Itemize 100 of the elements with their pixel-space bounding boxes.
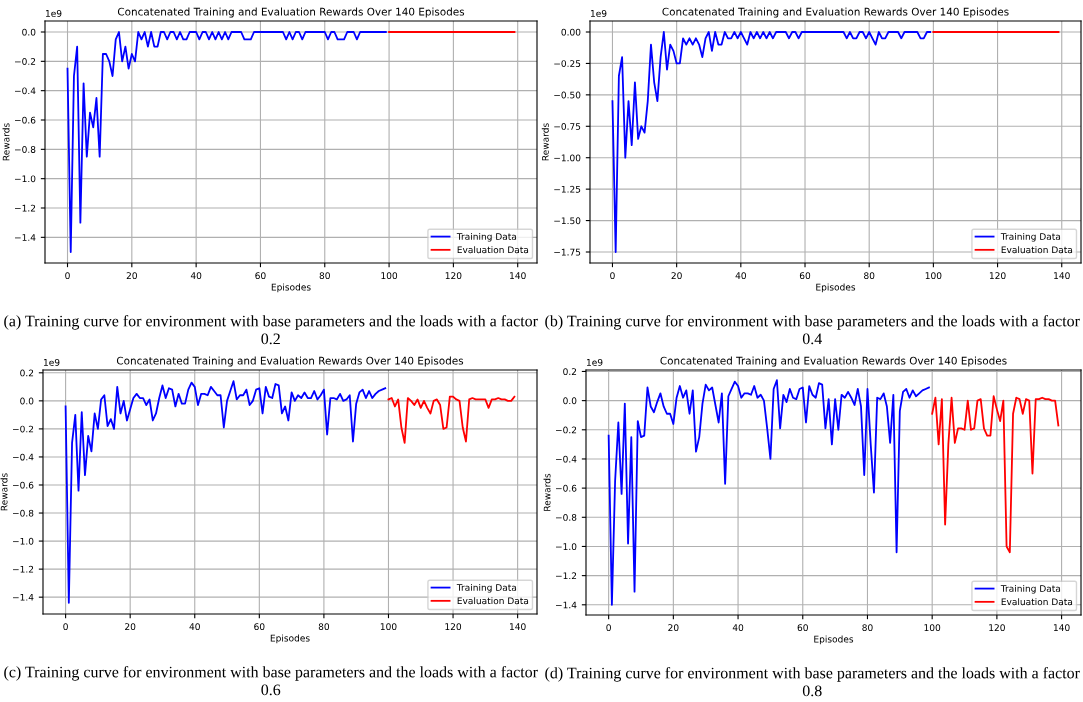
y-tick-label: −0.6 <box>15 116 36 124</box>
y-tick-label: −0.50 <box>554 91 581 99</box>
x-tick-label: 20 <box>671 272 682 280</box>
y-tick-label: −0.6 <box>13 481 34 489</box>
x-tick-label: 40 <box>732 624 744 632</box>
line-series <box>611 31 932 253</box>
x-tick-label: 60 <box>254 623 265 631</box>
x-tick-label: 100 <box>381 272 398 280</box>
line-series <box>387 395 516 444</box>
y-tick-label: −0.75 <box>554 123 581 130</box>
x-tick-label: 120 <box>989 624 1005 632</box>
y-tick-label: −1.00 <box>554 154 581 162</box>
y-tick-label: 0.00 <box>561 28 581 36</box>
y-tick-label: −1.25 <box>554 185 581 193</box>
text: (c) Training curve for environment with base parameters and the loads with a factor 0.6 <box>4 666 538 696</box>
legend-label: Training Data <box>1000 584 1061 594</box>
y-tick-label: −0.2 <box>556 426 577 434</box>
y-tick-label: 0.2 <box>20 369 34 377</box>
legend-label: Training Data <box>456 232 517 242</box>
text: (a) Training curve for environment with base parameters and the loads with a factor 0.2 <box>4 315 538 345</box>
y-tick-label: −0.4 <box>15 87 36 95</box>
x-tick-label: 80 <box>864 272 875 280</box>
text: 1e9 <box>586 358 603 366</box>
y-tick-label: −0.8 <box>556 514 577 521</box>
chart-title: Concatenated Training and Evaluation Rewards Over 140 Episodes <box>117 7 465 18</box>
y-tick-label: −0.4 <box>556 455 577 463</box>
x-tick-label: 80 <box>862 624 873 632</box>
y-tick-label: −1.2 <box>556 572 577 580</box>
x-tick-label: 140 <box>1053 624 1070 632</box>
y-tick-label: −1.50 <box>554 217 581 225</box>
x-tick-label: 100 <box>924 624 941 632</box>
y-tick-label: −0.8 <box>15 146 36 153</box>
x-axis-title: Episodes <box>816 283 856 293</box>
x-tick-label: 120 <box>989 272 1006 280</box>
legend-label: Evaluation Data <box>1001 598 1073 606</box>
x-tick-label: 80 <box>319 272 330 280</box>
line-series <box>931 395 1060 554</box>
line-series <box>64 380 387 604</box>
y-tick-label: 0.0 <box>20 397 34 405</box>
y-tick-label: −0.25 <box>554 60 581 67</box>
legend-label: Training Data <box>456 583 517 593</box>
y-tick-label: −0.8 <box>13 509 34 517</box>
text: 1e9 <box>590 10 607 17</box>
x-axis-title: Episodes <box>270 634 310 644</box>
y-tick-label: −1.0 <box>15 175 36 183</box>
y-axis-title: Rewards <box>2 123 10 161</box>
x-tick-label: 40 <box>190 272 202 280</box>
x-tick-label: 40 <box>735 272 746 280</box>
x-tick-label: 20 <box>668 624 679 632</box>
y-tick-label: 0.0 <box>22 28 36 36</box>
x-tick-label: 80 <box>318 623 330 631</box>
y-tick-label: −0.2 <box>13 425 34 433</box>
legend-label: Training Data <box>1000 232 1061 242</box>
x-tick-label: 60 <box>799 272 811 280</box>
legend-label: Evaluation Data <box>457 597 529 605</box>
x-tick-label: 0 <box>63 623 68 631</box>
y-axis-title: Rewards <box>541 123 549 161</box>
y-tick-label: −1.4 <box>15 234 36 241</box>
x-tick-label: 140 <box>510 623 526 631</box>
x-tick-label: 40 <box>189 623 200 631</box>
x-tick-label: 100 <box>925 272 942 280</box>
x-tick-label: 140 <box>1054 272 1070 280</box>
y-tick-label: −0.2 <box>15 58 36 65</box>
chart-title: Concatenated Training and Evaluation Rewards Over 140 Episodes <box>660 356 1007 367</box>
y-axis-title: Rewards <box>543 473 551 511</box>
x-axis-title: Episodes <box>271 283 311 293</box>
line-series <box>66 31 387 253</box>
x-tick-label: 20 <box>126 272 137 280</box>
y-tick-label: −1.0 <box>556 543 577 551</box>
x-tick-label: 20 <box>125 623 136 631</box>
x-tick-label: 60 <box>797 624 808 632</box>
x-tick-label: 0 <box>65 272 70 280</box>
chart-title: Concatenated Training and Evaluation Rewards Over 140 Episodes <box>662 7 1009 18</box>
x-tick-label: 60 <box>255 272 266 280</box>
y-tick-label: −1.4 <box>556 601 577 609</box>
y-tick-label: −1.4 <box>13 594 34 601</box>
x-axis-title: Episodes <box>814 635 854 645</box>
y-tick-label: −0.6 <box>556 484 577 492</box>
x-tick-label: 120 <box>445 623 462 631</box>
text: (b) Training curve for environment with base parameters and the loads with a factor 0.4 <box>545 315 1080 345</box>
line-series <box>607 379 930 606</box>
x-tick-label: 140 <box>510 272 526 280</box>
x-tick-label: 100 <box>380 623 397 631</box>
chart-title: Concatenated Training and Evaluation Rewards Over 140 Episodes <box>116 356 464 367</box>
y-axis-title: Rewards <box>0 473 8 511</box>
x-tick-label: 0 <box>610 272 615 280</box>
x-tick-label: 120 <box>445 272 462 280</box>
y-tick-label: −1.0 <box>13 537 34 545</box>
y-tick-label: 0.2 <box>563 368 577 376</box>
y-tick-label: −0.4 <box>13 453 34 461</box>
legend-label: Evaluation Data <box>1001 246 1073 254</box>
text: (d) Training curve for environment with base parameters and the loads with a factor 0.8 <box>545 667 1080 697</box>
y-tick-label: −1.2 <box>15 204 36 212</box>
y-tick-label: −1.2 <box>13 565 34 573</box>
y-tick-label: −1.75 <box>554 248 581 256</box>
x-tick-label: 0 <box>606 624 611 632</box>
text: 1e9 <box>45 10 62 17</box>
text: 1e9 <box>43 358 60 366</box>
legend-label: Evaluation Data <box>457 246 529 254</box>
y-tick-label: 0.0 <box>563 397 577 405</box>
